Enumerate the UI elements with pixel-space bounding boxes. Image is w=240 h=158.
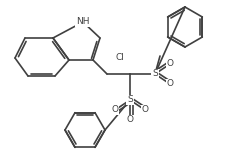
Text: O: O bbox=[167, 79, 174, 88]
Text: S: S bbox=[152, 70, 158, 79]
Text: NH: NH bbox=[76, 18, 90, 27]
Text: O: O bbox=[126, 115, 133, 125]
Text: Cl: Cl bbox=[116, 54, 124, 63]
Text: O: O bbox=[167, 60, 174, 69]
Text: S: S bbox=[127, 95, 133, 104]
Text: O: O bbox=[112, 106, 119, 115]
Text: O: O bbox=[142, 106, 149, 115]
